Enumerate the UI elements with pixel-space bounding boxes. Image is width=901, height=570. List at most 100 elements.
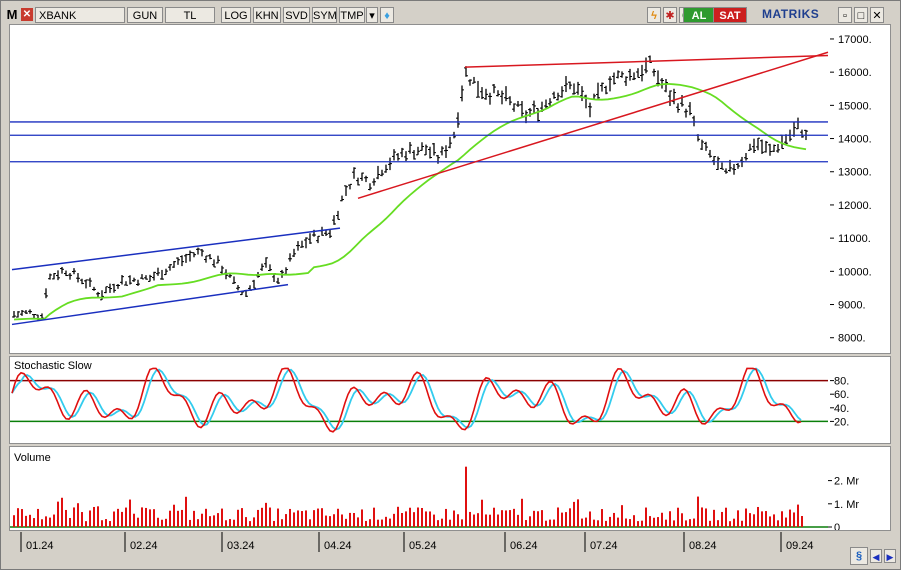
volume-panel[interactable]: 2. Mr 1. Mr 0 Volume xyxy=(9,446,891,534)
volume-chart: 2. Mr 1. Mr 0 Volume xyxy=(10,452,859,534)
volume-bar xyxy=(353,513,355,527)
volume-bar xyxy=(117,508,119,527)
app-menu-icon[interactable]: M xyxy=(6,7,18,22)
volume-bar xyxy=(373,507,375,527)
log-button[interactable]: LOG xyxy=(221,7,251,23)
volume-bar xyxy=(725,507,727,527)
price-panel[interactable]: 17000. 16000. 15000. 14000. 13000. 12000. 1100… xyxy=(9,24,891,354)
dropdown-arrow-icon[interactable]: ▾ xyxy=(366,7,378,23)
volume-bar xyxy=(345,518,347,527)
volume-bar xyxy=(693,518,695,527)
maximize-icon[interactable]: □ xyxy=(854,7,868,23)
volume-bar xyxy=(109,521,111,527)
volume-bar xyxy=(125,507,127,527)
volume-bar xyxy=(237,509,239,527)
volume-bar xyxy=(541,510,543,527)
volume-bar xyxy=(177,510,179,527)
volume-bar xyxy=(209,516,211,527)
currency-button[interactable]: TL xyxy=(165,7,215,23)
volume-bar xyxy=(305,510,307,527)
volume-bar xyxy=(45,516,47,527)
x-axis: 01.24 02.24 03.24 04.24 05.24 06.24 07.24 08.24… xyxy=(20,532,814,552)
buy-button[interactable]: AL xyxy=(683,7,715,23)
stochastic-panel[interactable]: 80. 60. 40. 20. Stochastic Slow xyxy=(9,356,891,444)
y-tick-label: 15000. xyxy=(838,100,872,112)
window-close-icon[interactable]: ✕ xyxy=(870,7,884,23)
period-button[interactable]: GUN xyxy=(127,7,163,23)
close-symbol-icon[interactable]: ✕ xyxy=(21,8,33,21)
tmp-button[interactable]: TMP xyxy=(339,7,365,23)
volume-bar xyxy=(361,509,363,527)
volume-bar xyxy=(105,519,107,527)
volume-bar xyxy=(425,511,427,527)
volume-bar xyxy=(553,519,555,527)
volume-bar xyxy=(309,519,311,527)
volume-bar xyxy=(245,517,247,527)
volume-bar xyxy=(261,507,263,527)
volume-bar xyxy=(617,517,619,527)
svd-button[interactable]: SVD xyxy=(283,7,310,23)
y-tick-label: 9000. xyxy=(838,300,866,312)
volume-bar xyxy=(333,514,335,527)
volume-bar xyxy=(97,506,99,527)
volume-bar xyxy=(625,518,627,527)
volume-bar xyxy=(481,499,483,527)
volume-tick-label: 1. Mr xyxy=(834,499,859,511)
volume-bar xyxy=(49,517,51,527)
volume-bar xyxy=(317,508,319,527)
x-tick-label: 08.24 xyxy=(689,540,717,552)
symbol-field[interactable]: XBANK xyxy=(35,7,125,23)
volume-title: Volume xyxy=(14,452,51,464)
volume-bar xyxy=(673,520,675,527)
volume-bar xyxy=(501,510,503,527)
refresh-icon[interactable]: ✱ xyxy=(663,7,677,23)
volume-bar xyxy=(273,520,275,527)
volume-bar xyxy=(89,510,91,527)
sell-button[interactable]: SAT xyxy=(713,7,747,23)
volume-bar xyxy=(29,514,31,527)
x-tick-label: 04.24 xyxy=(324,540,352,552)
volume-bar xyxy=(289,508,291,527)
volume-bar xyxy=(597,520,599,527)
volume-bar xyxy=(417,507,419,527)
y-tick-label: 17000. xyxy=(838,34,872,46)
lightning-icon[interactable]: ϟ xyxy=(647,7,661,23)
volume-bar xyxy=(65,509,67,527)
volume-bar xyxy=(85,521,87,527)
volume-bar xyxy=(773,514,775,527)
volume-bar xyxy=(321,508,323,527)
volume-bar xyxy=(337,508,339,527)
stoch-tick-label: 40. xyxy=(834,403,849,415)
minimize-icon[interactable]: ▫ xyxy=(838,7,852,23)
bird-icon[interactable]: ♦ xyxy=(380,7,394,23)
volume-bar xyxy=(505,510,507,527)
volume-bar xyxy=(385,516,387,527)
volume-bar xyxy=(777,520,779,527)
scroll-left-icon[interactable]: ◀ xyxy=(870,549,882,563)
volume-bar xyxy=(549,519,551,527)
volume-bar xyxy=(297,510,299,527)
scroll-right-icon[interactable]: ▶ xyxy=(884,549,896,563)
volume-bar xyxy=(121,511,123,527)
volume-bar xyxy=(393,513,395,527)
volume-bar xyxy=(661,512,663,527)
bottom-bar: § ◀ ▶ xyxy=(2,547,899,569)
volume-bar xyxy=(645,507,647,527)
khn-button[interactable]: KHN xyxy=(253,7,281,23)
sync-icon[interactable]: § xyxy=(850,547,868,565)
volume-bar xyxy=(13,515,15,527)
volume-bar xyxy=(733,518,735,527)
volume-bar xyxy=(649,516,651,527)
volume-bar xyxy=(293,512,295,527)
volume-bar xyxy=(721,511,723,527)
volume-bar xyxy=(141,507,143,527)
volume-bar xyxy=(613,512,615,527)
x-tick-label: 06.24 xyxy=(510,540,538,552)
volume-bar xyxy=(69,517,71,527)
volume-bar xyxy=(301,511,303,527)
volume-bar xyxy=(493,507,495,527)
volume-bar xyxy=(665,519,667,527)
volume-bar xyxy=(233,519,235,527)
sym-button[interactable]: SYM xyxy=(312,7,337,23)
